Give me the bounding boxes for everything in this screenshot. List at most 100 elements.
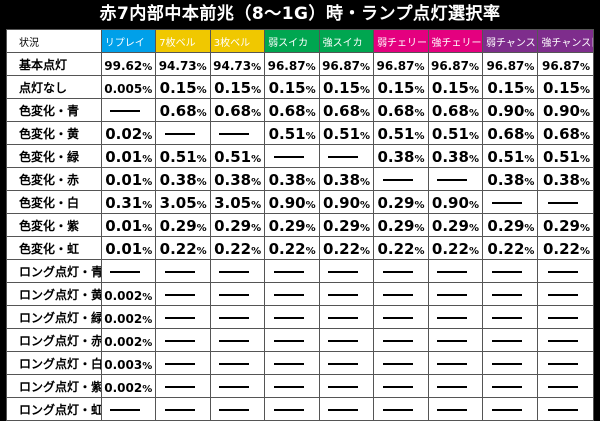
table-row: 色変化・紫 0.01% 0.29% 0.29% 0.29% 0.29% 0.29% 0.29%… <box>6 213 594 237</box>
table-cell <box>264 328 320 352</box>
table-cell <box>264 144 320 168</box>
cell-value: 0.22 <box>268 239 306 258</box>
table-cell: 0.002% <box>100 328 157 352</box>
percent-unit: % <box>360 61 371 73</box>
row-label: 色変化・白 <box>6 190 102 214</box>
dash-mark <box>548 294 578 296</box>
percent-unit: % <box>414 153 425 165</box>
cell-value: 0.29 <box>377 216 415 235</box>
percent-unit: % <box>142 245 153 257</box>
cell-value: 0.38 <box>431 147 469 166</box>
table-row: 色変化・青 0.68% 0.68% 0.68% 0.68% 0.68% 0.68% 0.90%… <box>6 98 594 122</box>
table-cell <box>264 305 320 329</box>
table-cell: 0.22% <box>264 236 320 260</box>
dash-mark <box>382 386 413 388</box>
table-cell: 0.38% <box>537 167 594 191</box>
dash-mark <box>164 340 195 342</box>
percent-unit: % <box>579 176 590 188</box>
table-cell: 96.87% <box>537 52 594 76</box>
table-cell <box>209 305 266 329</box>
column-header: 弱チェリー <box>373 29 429 53</box>
percent-unit: % <box>305 84 316 96</box>
table-cell <box>373 374 429 398</box>
table-cell <box>209 374 266 398</box>
dash-mark <box>164 271 195 273</box>
dash-mark <box>164 363 195 365</box>
percent-unit: % <box>142 130 153 142</box>
dash-mark <box>492 386 523 388</box>
cell-value: 0.68 <box>487 124 525 143</box>
cell-value: 0.002 <box>104 380 143 395</box>
dash-mark <box>164 133 195 135</box>
cell-value: 0.15 <box>487 78 525 97</box>
dash-mark <box>273 363 304 365</box>
dash-mark <box>492 340 523 342</box>
percent-unit: % <box>251 245 262 257</box>
table-cell <box>100 397 157 421</box>
percent-unit: % <box>414 222 425 234</box>
table-cell: 0.02% <box>100 121 157 145</box>
table-cell: 94.73% <box>155 52 211 76</box>
table-row: ロング点灯・黄 0.002% <box>6 282 594 306</box>
dash-mark <box>328 409 359 411</box>
percent-unit: % <box>196 199 207 211</box>
row-label: 色変化・紫 <box>6 213 102 237</box>
table-cell <box>155 397 211 421</box>
cell-value: 0.51 <box>159 147 197 166</box>
percent-unit: % <box>305 61 316 73</box>
dash-mark <box>382 294 413 296</box>
dash-mark <box>273 317 304 319</box>
table-cell <box>264 351 320 375</box>
dash-mark <box>436 317 467 319</box>
table-cell <box>155 328 211 352</box>
table-cell: 0.29% <box>264 213 320 237</box>
table-cell: 0.15% <box>427 75 483 99</box>
table-cell <box>537 397 594 421</box>
percent-unit: % <box>142 153 153 165</box>
cell-value: 0.22 <box>487 239 525 258</box>
table-cell <box>481 259 539 283</box>
percent-unit: % <box>142 383 153 395</box>
table-cell: 0.90% <box>318 190 375 214</box>
percent-unit: % <box>414 130 425 142</box>
dash-mark <box>548 409 578 411</box>
table-cell: 96.87% <box>427 52 483 76</box>
cell-value: 0.22 <box>377 239 415 258</box>
cell-value: 0.01 <box>105 147 143 166</box>
percent-unit: % <box>142 314 153 326</box>
table-row: 点灯なし 0.005% 0.15% 0.15% 0.15% 0.15% 0.15% 0.15%… <box>6 75 594 99</box>
table-cell <box>318 259 375 283</box>
table-cell <box>427 259 483 283</box>
table-cell: 0.68% <box>537 121 594 145</box>
table-cell: 0.38% <box>209 167 266 191</box>
table-cell: 0.15% <box>155 75 211 99</box>
dash-mark <box>110 271 141 273</box>
percent-unit: % <box>251 222 262 234</box>
percent-unit: % <box>251 84 262 96</box>
percent-unit: % <box>305 222 316 234</box>
cell-value: 0.68 <box>542 124 580 143</box>
table-row: ロング点灯・青 <box>6 259 594 283</box>
dash-mark <box>436 294 467 296</box>
cell-value: 0.38 <box>214 170 252 189</box>
table-cell <box>427 167 483 191</box>
table-cell: 0.002% <box>100 282 157 306</box>
percent-unit: % <box>142 61 153 73</box>
dash-mark <box>492 363 523 365</box>
dash-mark <box>382 271 413 273</box>
table-cell: 0.15% <box>481 75 539 99</box>
cell-value: 0.15 <box>323 78 361 97</box>
table-cell: 0.15% <box>537 75 594 99</box>
dash-mark <box>219 386 250 388</box>
table-cell <box>100 98 157 122</box>
table-cell: 0.68% <box>264 98 320 122</box>
cell-value: 0.15 <box>542 78 580 97</box>
percent-unit: % <box>579 245 590 257</box>
table-cell: 0.002% <box>100 374 157 398</box>
table-cell <box>155 305 211 329</box>
table-cell: 0.51% <box>427 121 483 145</box>
table-cell: 0.68% <box>155 98 211 122</box>
table-cell: 0.38% <box>481 167 539 191</box>
percent-unit: % <box>524 130 535 142</box>
table-cell <box>481 374 539 398</box>
